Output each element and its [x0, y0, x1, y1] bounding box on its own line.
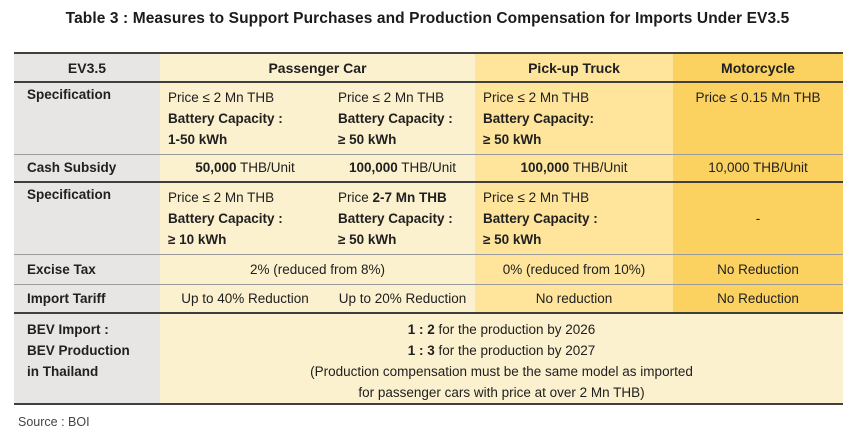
spec2-motorcycle: -: [673, 181, 843, 255]
table-row-bev-ratio: BEV Import : BEV Production in Thailand …: [14, 313, 843, 405]
cash-subsidy-label: Cash Subsidy: [14, 154, 160, 183]
bev-ratio-line2: 1 : 3 for the production by 2027: [160, 340, 843, 361]
spec-battery-value: ≥ 50 kWh: [483, 231, 542, 247]
source-note: Source : BOI: [18, 415, 90, 429]
import-tariff-passenger-1: Up to 40% Reduction: [160, 284, 330, 314]
bev-ratio-line4: for passenger cars with price at over 2 …: [358, 385, 645, 400]
bev-label-line1: BEV Import :: [27, 322, 109, 337]
cash-subsidy-motorcycle: 10,000 THB/Unit: [673, 154, 843, 183]
cash-amount: 100,000: [520, 160, 570, 176]
header-cell-passenger-car: Passenger Car: [160, 53, 475, 83]
cash-amount: 100,000: [348, 160, 398, 176]
spec1-motorcycle: Price ≤ 0.15 Mn THB: [673, 82, 843, 155]
excise-tax-pickup: 0% (reduced from 10%): [475, 254, 673, 285]
table-row-spec1: Specification Price ≤ 2 Mn THB Battery C…: [14, 82, 843, 155]
bev-ratio-value: 1 : 2: [407, 322, 435, 337]
import-tariff-pickup: No reduction: [475, 284, 673, 314]
spec2-pickup: Price ≤ 2 Mn THB Battery Capacity : ≥ 50…: [475, 181, 673, 255]
spec1-passenger-2: Price ≤ 2 Mn THB Battery Capacity : ≥ 50…: [330, 82, 475, 155]
cash-unit: THB/Unit: [569, 160, 628, 176]
excise-tax-motorcycle: No Reduction: [673, 254, 843, 285]
spec-battery-label: Battery Capacity :: [338, 111, 453, 126]
table-row-import-tariff: Import Tariff Up to 40% Reduction Up to …: [14, 284, 843, 314]
spec-battery-value: ≥ 50 kWh: [483, 132, 542, 147]
spec-battery-label: Battery Capacity :: [483, 210, 598, 226]
spec-battery-value: 1-50 kWh: [168, 132, 228, 147]
spec2-passenger-2: Price 2-7 Mn THB Battery Capacity : ≥ 50…: [330, 181, 475, 255]
spec-battery-value: ≥ 10 kWh: [168, 231, 227, 247]
header-cell-ev35: EV3.5: [14, 53, 160, 83]
cash-subsidy-passenger-1: 50,000 THB/Unit: [160, 154, 330, 183]
spec-battery-value: ≥ 50 kWh: [338, 231, 397, 247]
excise-tax-passenger: 2% (reduced from 8%): [160, 254, 475, 285]
spec-price: Price ≤ 2 Mn THB: [483, 90, 590, 105]
page-title: Table 3 : Measures to Support Purchases …: [65, 10, 790, 27]
spec-battery-label: Battery Capacity:: [483, 111, 595, 126]
spec2-label: Specification: [14, 181, 160, 255]
spec-price: Price ≤ 2 Mn THB: [168, 90, 275, 105]
table-row-cash-subsidy: Cash Subsidy 50,000 THB/Unit 100,000 THB…: [14, 154, 843, 183]
table-row-excise-tax: Excise Tax 2% (reduced from 8%) 0% (redu…: [14, 254, 843, 285]
spec1-passenger-1: Price ≤ 2 Mn THB Battery Capacity : 1-50…: [160, 82, 330, 155]
spec-price-prefix: Price: [338, 189, 373, 205]
cash-unit: THB/Unit: [236, 160, 295, 176]
spec1-pickup: Price ≤ 2 Mn THB Battery Capacity: ≥ 50 …: [475, 82, 673, 155]
table-row-header: EV3.5 Passenger Car Pick-up Truck Motorc…: [14, 53, 843, 83]
cash-unit: THB/Unit: [397, 160, 457, 176]
spec-battery-label: Battery Capacity :: [168, 111, 283, 126]
bev-ratio-content: 1 : 2 for the production by 2026 1 : 3 f…: [160, 313, 843, 405]
spec1-label: Specification: [14, 82, 160, 155]
spec-price: Price ≤ 2 Mn THB: [168, 189, 275, 205]
spec2-passenger-1: Price ≤ 2 Mn THB Battery Capacity : ≥ 10…: [160, 181, 330, 255]
spec-price: Price ≤ 2 Mn THB: [338, 90, 445, 105]
spec-price-range: 2-7 Mn THB: [372, 189, 447, 205]
import-tariff-passenger-2: Up to 20% Reduction: [330, 284, 475, 314]
bev-ratio-line1: 1 : 2 for the production by 2026: [160, 319, 843, 340]
spec-price: Price ≤ 2 Mn THB: [483, 189, 590, 205]
bev-ratio-line3: (Production compensation must be the sam…: [310, 364, 693, 379]
table-row-spec2: Specification Price ≤ 2 Mn THB Battery C…: [14, 181, 843, 255]
cash-amount: 50,000: [195, 160, 237, 176]
bev-ratio-value: 1 : 3: [407, 343, 435, 358]
bev-label-line3: in Thailand: [27, 364, 99, 379]
ev-measures-table: EV3.5 Passenger Car Pick-up Truck Motorc…: [14, 52, 843, 405]
cash-subsidy-passenger-2: 100,000 THB/Unit: [330, 154, 475, 183]
header-cell-pickup-truck: Pick-up Truck: [475, 53, 673, 83]
spec-price: Price 2-7 Mn THB: [338, 187, 475, 208]
header-cell-motorcycle: Motorcycle: [673, 53, 843, 83]
import-tariff-label: Import Tariff: [14, 284, 160, 314]
spec-battery-label: Battery Capacity :: [338, 210, 453, 226]
bev-ratio-text: for the production by 2027: [434, 343, 596, 358]
spec-battery-value: ≥ 50 kWh: [338, 132, 397, 147]
cash-subsidy-pickup: 100,000 THB/Unit: [475, 154, 673, 183]
bev-ratio-label: BEV Import : BEV Production in Thailand: [14, 313, 160, 405]
excise-tax-label: Excise Tax: [14, 254, 160, 285]
bev-ratio-text: for the production by 2026: [434, 322, 596, 337]
import-tariff-motorcycle: No Reduction: [673, 284, 843, 314]
spec-battery-label: Battery Capacity :: [168, 210, 283, 226]
bev-label-line2: BEV Production: [27, 343, 130, 358]
